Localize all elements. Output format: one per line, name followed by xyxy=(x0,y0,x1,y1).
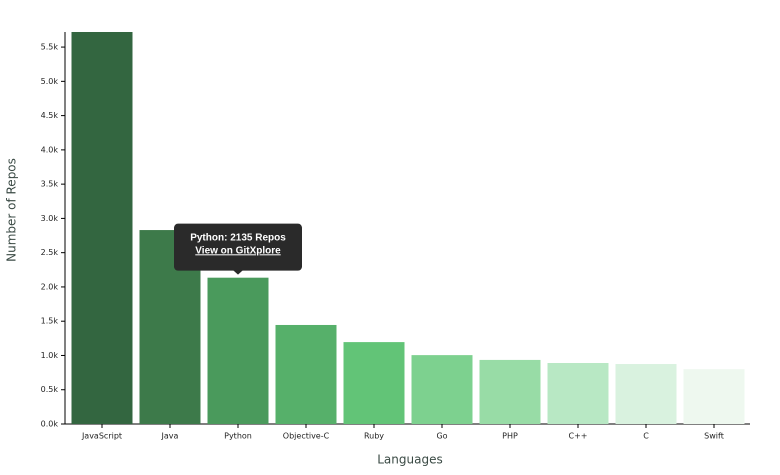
bar xyxy=(71,32,133,424)
bar xyxy=(615,364,677,424)
y-tick-label: 5.0k xyxy=(41,77,59,86)
y-tick-label: 0.5k xyxy=(41,385,59,394)
bar xyxy=(547,363,609,424)
bar xyxy=(411,355,473,424)
x-tick-label: Objective-C xyxy=(283,432,330,441)
x-tick-label: PHP xyxy=(502,432,518,441)
x-tick-label: Python xyxy=(224,432,252,441)
y-tick-label: 2.0k xyxy=(41,282,59,291)
tooltip-text: Python: 2135 Repos xyxy=(190,232,286,243)
bar xyxy=(343,342,405,424)
x-tick-label: C++ xyxy=(569,432,588,441)
bar xyxy=(275,324,337,424)
tooltip: Python: 2135 Repos View on GitXplore xyxy=(174,223,302,275)
bar xyxy=(479,359,541,424)
y-tick-label: 3.5k xyxy=(41,180,59,189)
x-tick-label: Ruby xyxy=(364,432,384,441)
y-tick-label: 1.5k xyxy=(41,317,59,326)
y-tick-label: 3.0k xyxy=(41,214,59,223)
x-tick-label: Swift xyxy=(704,432,724,441)
tooltip-link[interactable]: View on GitXplore xyxy=(195,245,281,256)
y-tick-label: 4.0k xyxy=(41,145,59,154)
x-tick-label: Go xyxy=(436,432,447,441)
tooltip-arrow xyxy=(233,270,243,275)
x-tick-label: C xyxy=(643,432,649,441)
y-tick-label: 5.5k xyxy=(41,43,59,52)
y-tick-label: 0.0k xyxy=(41,420,59,429)
y-axis-title: Number of Repos xyxy=(5,158,19,262)
x-tick-label: JavaScript xyxy=(81,432,122,441)
bar xyxy=(207,277,269,424)
y-tick-label: 2.5k xyxy=(41,248,59,257)
bar xyxy=(683,369,745,424)
x-tick-label: Java xyxy=(161,432,179,441)
x-axis-title: Languages xyxy=(377,453,442,467)
y-tick-label: 4.5k xyxy=(41,111,59,120)
tooltip-box xyxy=(174,223,302,271)
y-tick-label: 1.0k xyxy=(41,351,59,360)
